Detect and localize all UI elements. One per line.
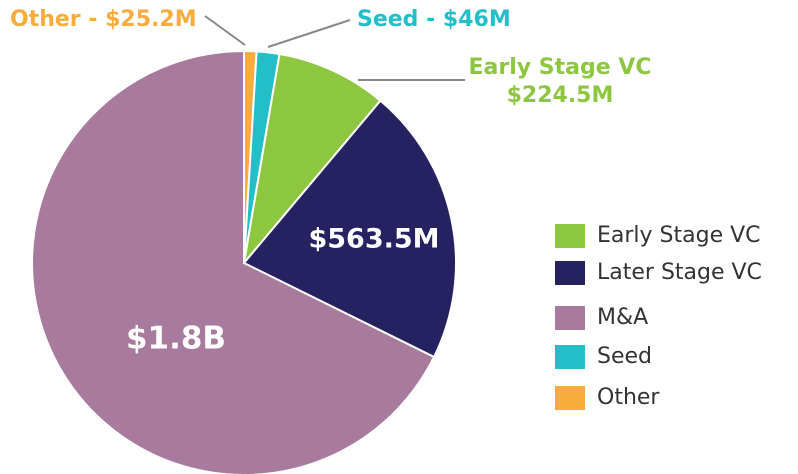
legend-swatch	[555, 261, 585, 285]
slice-label: Seed - $46M	[357, 7, 511, 32]
legend-label: Early Stage VC	[597, 223, 761, 248]
slice-label-name: Other	[10, 7, 81, 32]
pie-slice	[242, 99, 457, 359]
legend-swatch	[555, 386, 585, 410]
slice-label-separator: -	[81, 7, 105, 32]
pie-slice	[242, 52, 382, 267]
slice-label-value: $46M	[443, 7, 511, 32]
legend-swatch	[555, 345, 585, 369]
legend-label: Seed	[597, 344, 652, 369]
slice-label-value: $25.2M	[105, 7, 196, 32]
leader-line	[204, 15, 246, 46]
legend-label: M&A	[597, 305, 648, 330]
slice-label-value: $224.5M	[507, 83, 614, 108]
slice-label-value: $563.5M	[308, 224, 439, 255]
pie-slice	[31, 49, 436, 474]
leader-line	[267, 19, 351, 48]
slice-label: Other - $25.2M	[10, 7, 197, 32]
legend-swatch	[555, 306, 585, 330]
slice-label-name: Seed	[357, 7, 418, 32]
slice-label-name: Early Stage VC	[469, 55, 652, 80]
legend-label: Later Stage VC	[597, 260, 762, 285]
slice-label-separator: -	[418, 7, 442, 32]
legend-label: Other	[597, 385, 660, 410]
legend-swatch	[555, 224, 585, 248]
slice-label-value: $1.8B	[126, 321, 226, 357]
